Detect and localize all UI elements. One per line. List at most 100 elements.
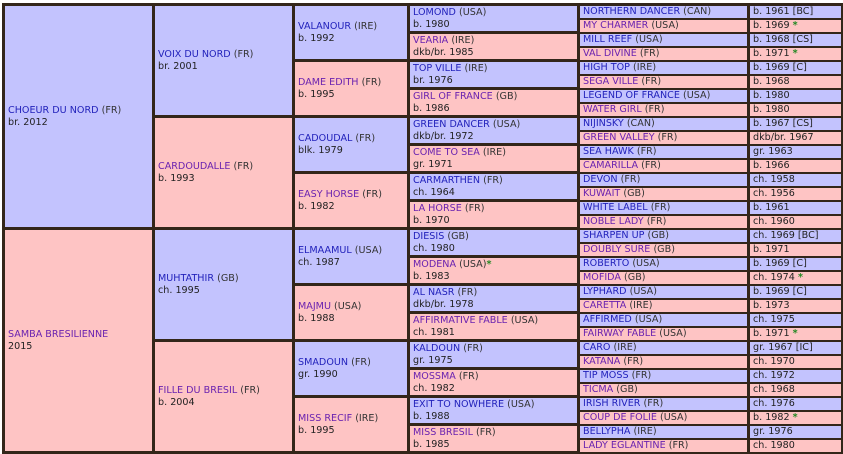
horse-name-link[interactable]: NORTHERN DANCER	[583, 5, 681, 17]
horse-name-link[interactable]: MILL REEF	[583, 33, 633, 45]
horse-name-link[interactable]: SAMBA BRESILIENNE	[8, 328, 109, 340]
horse-name-link[interactable]: AFFIRMED	[583, 313, 632, 325]
country-code: (IRE)	[633, 61, 657, 73]
horse-name-link[interactable]: CADOUDAL	[298, 132, 353, 144]
horse-name-link[interactable]: MISS RECIF	[298, 412, 353, 424]
horse-info: gr. 1975	[413, 354, 453, 366]
horse-name-link[interactable]: BELLYPHA	[583, 425, 631, 437]
gen2-horse-cell: FILLE DU BRESIL (FR) b. 2004	[152, 339, 295, 454]
horse-info: b. 1995	[298, 88, 335, 100]
horse-info: b. 1995	[298, 424, 335, 436]
country-code: (USA)	[354, 244, 383, 256]
horse-name-link[interactable]: KUWAIT	[583, 187, 621, 199]
horse-name-link[interactable]: SMADOUN	[298, 356, 349, 368]
gen5-info-cell: b. 1969 [C]	[747, 59, 843, 76]
horse-name-link[interactable]: VAL DIVINE	[583, 47, 637, 59]
horse-name-link[interactable]: LADY EGLANTINE	[583, 439, 666, 451]
horse-name-link[interactable]: DAME EDITH	[298, 76, 359, 88]
horse-name-link[interactable]: LOMOND	[413, 6, 456, 18]
horse-name-link[interactable]: CHOEUR DU NORD	[8, 104, 99, 116]
pedigree-table: CHOEUR DU NORD (FR) br. 2012 VOIX DU NORD …	[2, 3, 843, 454]
horse-name-link[interactable]: DEVON	[583, 173, 618, 185]
horse-info: ch. 1968	[753, 383, 795, 395]
horse-name-link[interactable]: EXIT TO NOWHERE	[413, 398, 505, 410]
horse-name-link[interactable]: EASY HORSE	[298, 188, 360, 200]
horse-name-link[interactable]: WHITE LABEL	[583, 201, 648, 213]
horse-name-link[interactable]: MAJMU	[298, 300, 331, 312]
horse-info: ch. 1975	[753, 313, 795, 325]
horse-name-link[interactable]: CARMARTHEN	[413, 174, 481, 186]
gen5-info-cell: b. 1968	[747, 73, 843, 90]
horse-name-link[interactable]: TICMA	[583, 383, 614, 395]
horse-name-link[interactable]: SHARPEN UP	[583, 229, 645, 241]
gen5-horse-cell: KATANA (FR)	[577, 353, 750, 370]
horse-name-link[interactable]: VALANOUR	[298, 20, 352, 32]
pedigree-row: MOFIDA (GB) ch. 1974 *	[4, 269, 843, 286]
gen5-info-cell: ch. 1980	[747, 437, 843, 454]
gen5-horse-cell: SHARPEN UP (GB)	[577, 227, 750, 244]
horse-name-link[interactable]: COUP DE FOLIE	[583, 411, 657, 423]
horse-name-link[interactable]: DOUBLY SURE	[583, 243, 651, 255]
horse-name-link[interactable]: GREEN DANCER	[413, 118, 490, 130]
horse-name-link[interactable]: COME TO SEA	[413, 146, 480, 158]
horse-info: b. 1971	[753, 327, 790, 339]
horse-name-link[interactable]: TOP VILLE	[413, 62, 462, 74]
horse-name-link[interactable]: CARETTA	[583, 299, 627, 311]
country-code: (FR)	[646, 215, 667, 227]
horse-name-link[interactable]: IRISH RIVER	[583, 397, 641, 409]
horse-name-link[interactable]: LEGEND OF FRANCE	[583, 89, 680, 101]
horse-name-link[interactable]: HIGH TOP	[583, 61, 630, 73]
horse-name-link[interactable]: ROBERTO	[583, 257, 630, 269]
horse-name-link[interactable]: CARO	[583, 341, 611, 353]
horse-name-link[interactable]: GIRL OF FRANCE	[413, 90, 493, 102]
horse-name-link[interactable]: FAIRWAY FABLE	[583, 327, 657, 339]
gen5-info-cell: b. 1969 [C]	[747, 283, 843, 300]
horse-name-link[interactable]: VOIX DU NORD	[158, 48, 231, 60]
horse-name-link[interactable]: MISS BRESIL	[413, 426, 473, 438]
horse-name-link[interactable]: NOBLE LADY	[583, 215, 644, 227]
country-code: (USA)	[659, 411, 688, 423]
horse-name-link[interactable]: FILLE DU BRESIL	[158, 384, 238, 396]
horse-name-link[interactable]: VEARIA	[413, 34, 449, 46]
gen5-horse-cell: BELLYPHA (IRE)	[577, 423, 750, 440]
horse-name-link[interactable]: KALDOUN	[413, 342, 461, 354]
horse-info: b. 1968 [CS]	[753, 33, 813, 45]
horse-name-link[interactable]: ELMAAMUL	[298, 244, 352, 256]
horse-name-link[interactable]: MUHTATHIR	[158, 272, 215, 284]
gen5-horse-cell: COUP DE FOLIE (USA)	[577, 409, 750, 426]
horse-info: br. 1976	[413, 74, 453, 86]
horse-name-link[interactable]: WATER GIRL	[583, 103, 642, 115]
gen4-horse-cell: AFFIRMATIVE FABLE (USA) ch. 1981	[407, 311, 580, 342]
pedigree-row: DAME EDITH (FR) b. 1995 TOP VILLE (IRE) br.…	[4, 59, 843, 118]
horse-name-link[interactable]: DIESIS	[413, 230, 445, 242]
gen5-horse-cell: MOFIDA (GB)	[577, 269, 750, 286]
horse-name-link[interactable]: KATANA	[583, 355, 621, 367]
pedigree-row: MODENA (USA)* b. 1983 ROBERTO (USA) b. 1969…	[4, 255, 843, 286]
horse-name-link[interactable]: LYPHARD	[583, 285, 627, 297]
country-code: (FR)	[643, 397, 664, 409]
horse-name-link[interactable]: MOFIDA	[583, 271, 621, 283]
horse-name-link[interactable]: CARDOUDALLE	[158, 160, 231, 172]
gen5-info-cell: b. 1971 *	[747, 45, 843, 62]
gen5-info-cell: ch. 1976	[747, 395, 843, 412]
horse-name-link[interactable]: AFFIRMATIVE FABLE	[413, 314, 508, 326]
horse-name-link[interactable]: MODENA	[413, 258, 457, 270]
horse-name-link[interactable]: SEGA VILLE	[583, 75, 639, 87]
horse-name-link[interactable]: MOSSMA	[413, 370, 456, 382]
horse-info: b. 1970	[413, 214, 450, 226]
horse-name-link[interactable]: LA HORSE	[413, 202, 462, 214]
pedigree-row: COUP DE FOLIE (USA) b. 1982 *	[4, 409, 843, 426]
country-code: (GB)	[616, 383, 638, 395]
horse-info: gr. 1963	[753, 145, 793, 157]
horse-name-link[interactable]: SEA HAWK	[583, 145, 634, 157]
gen4-horse-cell: CARMARTHEN (FR) ch. 1964	[407, 171, 580, 202]
horse-name-link[interactable]: GREEN VALLEY	[583, 131, 655, 143]
horse-info: b. 1971	[753, 243, 790, 255]
horse-name-link[interactable]: NIJINSKY	[583, 117, 624, 129]
horse-name-link[interactable]: TIP MOSS	[583, 369, 629, 381]
gen5-horse-cell: GREEN VALLEY (FR)	[577, 129, 750, 146]
horse-name-link[interactable]: CAMARILLA	[583, 159, 639, 171]
pedigree-row: SAMBA BRESILIENNE 2015 MUHTATHIR (GB) ch. …	[2, 227, 843, 454]
horse-name-link[interactable]: MY CHARMER	[583, 19, 649, 31]
horse-name-link[interactable]: AL NASR	[413, 286, 455, 298]
